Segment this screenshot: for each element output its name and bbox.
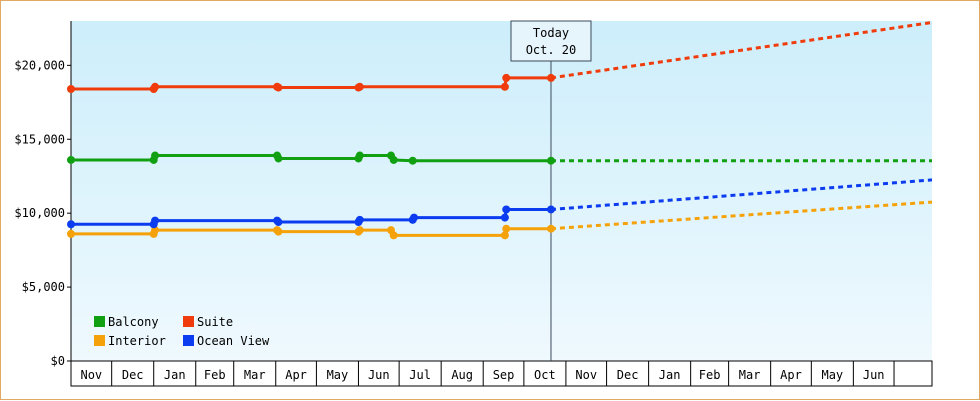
- x-tick-label: Aug: [451, 368, 473, 382]
- data-point: [355, 82, 364, 91]
- legend-label: Interior: [108, 334, 166, 348]
- data-point: [500, 82, 509, 91]
- data-point: [355, 215, 364, 224]
- x-tick-label: Apr: [780, 368, 802, 382]
- data-point: [408, 156, 417, 165]
- data-point: [502, 73, 511, 82]
- data-point: [67, 85, 75, 93]
- data-point: [274, 154, 283, 163]
- x-tick-label: Dec: [122, 368, 144, 382]
- data-point: [151, 151, 160, 160]
- today-date-label: Oct. 20: [526, 43, 577, 57]
- x-tick-label: Apr: [285, 368, 307, 382]
- x-tick-label: May: [327, 368, 349, 382]
- legend-label: Balcony: [108, 315, 159, 329]
- x-tick-label: Mar: [739, 368, 761, 382]
- x-tick-label: May: [821, 368, 843, 382]
- y-tick-label: $10,000: [14, 206, 65, 220]
- x-tick-label: Jan: [659, 368, 681, 382]
- data-point: [67, 220, 75, 229]
- legend-label: Ocean View: [197, 334, 270, 348]
- today-label: Today: [533, 26, 569, 40]
- today-box: [510, 20, 592, 62]
- x-tick-label: Oct: [534, 368, 556, 382]
- legend-swatch: [183, 335, 194, 346]
- data-point: [389, 231, 398, 240]
- series-projection: [550, 178, 933, 211]
- data-point: [274, 218, 283, 227]
- x-tick-label: Mar: [244, 368, 266, 382]
- x-tick-label: Feb: [699, 368, 721, 382]
- data-point: [500, 213, 509, 222]
- y-tick-label: $15,000: [14, 132, 65, 146]
- y-tick-label: $20,000: [14, 58, 65, 72]
- x-tick-label: Nov: [80, 368, 102, 382]
- x-tick-label: Jun: [368, 368, 390, 382]
- legend-label: Suite: [197, 315, 233, 329]
- month-band: [70, 360, 933, 387]
- x-tick-label: Sep: [493, 368, 515, 382]
- y-tick-label: $5,000: [22, 280, 65, 294]
- data-point: [67, 229, 75, 238]
- data-point: [502, 205, 511, 214]
- x-tick-label: Dec: [617, 368, 639, 382]
- data-point: [67, 155, 75, 164]
- legend-swatch: [183, 316, 194, 327]
- data-point: [151, 216, 160, 225]
- x-tick-label: Nov: [575, 368, 597, 382]
- x-tick-label: Feb: [204, 368, 226, 382]
- data-point: [389, 155, 398, 164]
- data-point: [355, 151, 364, 160]
- legend-swatch: [94, 335, 105, 346]
- legend-swatch: [94, 316, 105, 327]
- data-point: [355, 226, 364, 235]
- x-tick-label: Jun: [863, 368, 885, 382]
- data-point: [500, 231, 509, 240]
- data-point: [274, 227, 283, 236]
- data-point: [410, 213, 419, 222]
- x-tick-label: Jan: [164, 368, 186, 382]
- data-point: [502, 224, 511, 233]
- data-point: [151, 82, 160, 91]
- x-tick-label: Jul: [409, 368, 431, 382]
- y-tick-label: $0: [51, 354, 65, 368]
- series-projection: [550, 200, 933, 231]
- series-projection: [550, 20, 933, 80]
- data-point: [274, 83, 283, 92]
